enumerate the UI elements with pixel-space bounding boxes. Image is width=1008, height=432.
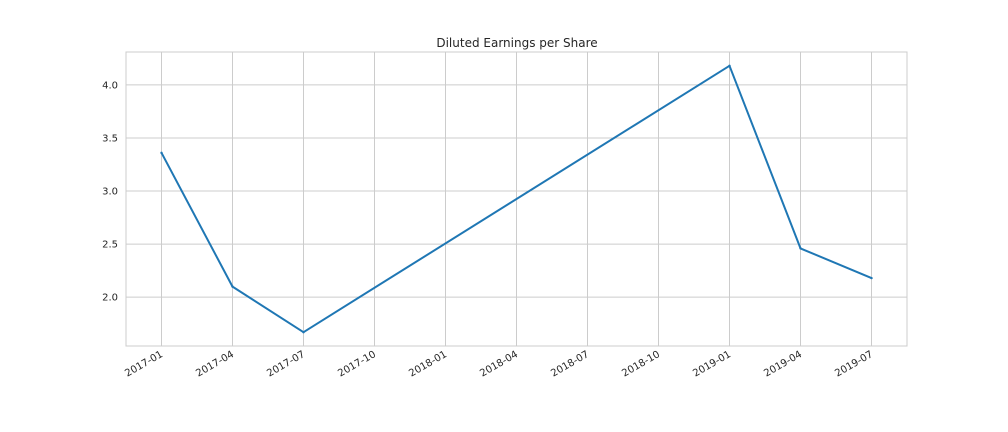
grid [126, 52, 907, 346]
chart-title: Diluted Earnings per Share [436, 36, 597, 50]
data-point [231, 285, 234, 288]
series-line [160, 64, 872, 334]
x-tick-label: 2017-01 [123, 349, 165, 379]
data-point [728, 64, 731, 67]
y-tick-label: 4.0 [102, 80, 118, 91]
y-tick-label: 2.0 [102, 293, 118, 304]
x-tick-label: 2018-07 [549, 349, 591, 379]
x-tick-label: 2018-04 [478, 349, 520, 379]
x-tick-label: 2017-10 [336, 349, 378, 379]
y-tick-label: 3.0 [102, 187, 118, 198]
x-tick-label: 2019-04 [762, 349, 804, 379]
plot-frame [125, 51, 908, 347]
data-point [160, 151, 163, 155]
data-point [799, 247, 802, 250]
x-tick-label: 2017-04 [194, 349, 236, 379]
y-axis: 2.0 2.5 3.0 3.5 4.0 [102, 80, 118, 303]
y-tick-label: 2.5 [102, 240, 118, 251]
x-tick-label: 2017-07 [265, 349, 307, 379]
x-axis: 2017-01 2017-04 2017-07 2017-10 2018-01 2018-… [123, 349, 875, 379]
x-tick-label: 2018-10 [620, 349, 662, 379]
x-tick-label: 2019-01 [691, 349, 733, 379]
data-point [302, 331, 305, 334]
x-tick-label: 2018-01 [407, 349, 449, 379]
data-point [870, 276, 873, 280]
plot-area-border [125, 51, 908, 347]
y-tick-label: 3.5 [102, 133, 118, 144]
x-tick-label: 2019-07 [833, 349, 875, 379]
series-layer [160, 64, 873, 334]
